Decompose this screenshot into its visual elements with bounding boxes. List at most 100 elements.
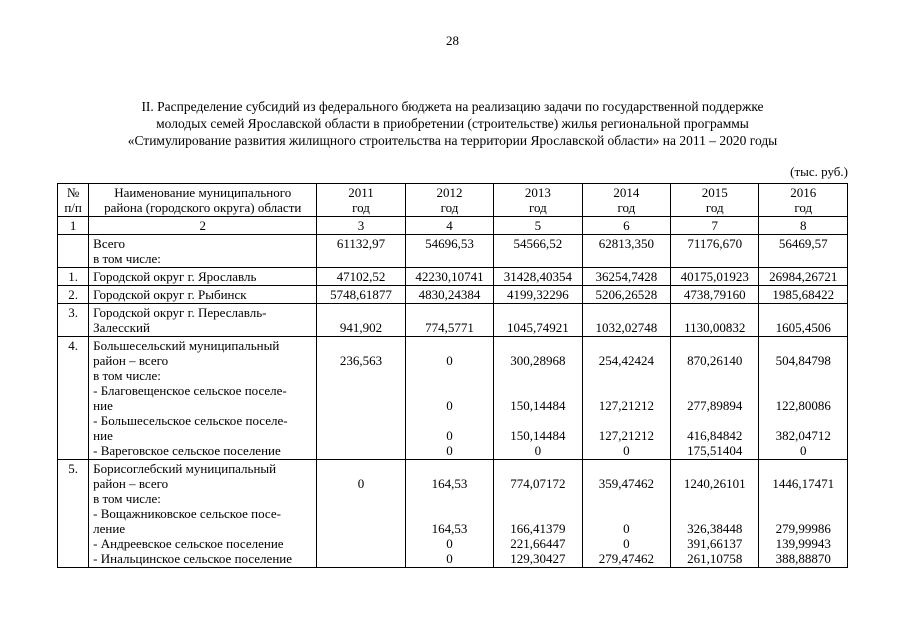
cell-line: ние (93, 428, 113, 443)
cell-line: 254,42424 (598, 353, 654, 368)
header-line: 2016 (790, 185, 817, 200)
cell-line (319, 491, 402, 506)
cell-line: 774,07172 (510, 476, 566, 491)
cell-line (496, 491, 579, 506)
cell-line: 2. (68, 287, 78, 302)
cell-line (496, 461, 579, 476)
cell-line (585, 305, 668, 320)
cell-line: 0 (446, 398, 453, 413)
cell-line: 62813,350 (598, 236, 654, 251)
cell-line (673, 413, 756, 428)
cell-line (319, 428, 402, 443)
table-body: Всего в том числе: 61132,97 54696,53 54566,5… (56, 234, 848, 568)
value-cell: 300,28968 150,14484 150,14484 0 (493, 336, 583, 460)
header-line: 2014 (613, 185, 640, 200)
table-row: 5. Борисоглебский муниципальный район – вс… (56, 459, 848, 568)
value-cell: 1032,02748 (581, 303, 672, 337)
cell-line (496, 383, 579, 398)
column-number-cell: 8 (758, 216, 848, 235)
column-number-cell: 6 (581, 216, 672, 235)
cell-line: 0 (623, 443, 630, 458)
cell-line: 47102,52 (336, 269, 386, 284)
cell-line (761, 461, 845, 476)
cell-line (673, 368, 756, 383)
value-cell: 1605,4506 (758, 303, 848, 337)
cell-line: 5748,61877 (330, 287, 392, 302)
cell-line (408, 338, 491, 353)
value-cell: 54696,53 (404, 234, 495, 268)
value-cell: 236,563 (316, 336, 406, 460)
cell-line: 0 (446, 353, 453, 368)
cell-line: - Вощажниковское сельское посе- (93, 506, 281, 521)
cell-line (761, 338, 845, 353)
cell-line: 1605,4506 (775, 320, 831, 335)
name-cell: Городской округ г. Ярославль (88, 267, 318, 286)
cell-line: 0 (446, 536, 453, 551)
cell-line: 71176,670 (687, 236, 743, 251)
cell-line (761, 368, 845, 383)
column-number-cell: 3 (316, 216, 406, 235)
cell-line: 40175,01923 (680, 269, 749, 284)
value-cell: 62813,350 (581, 234, 672, 268)
value-cell: 47102,52 (316, 267, 406, 286)
value-cell: 0 (316, 459, 406, 568)
cell-line: 1. (68, 269, 78, 284)
cell-line (496, 413, 579, 428)
subsidy-table: № п/п Наименование муниципального района (г… (56, 183, 848, 568)
header-row: № п/п Наименование муниципального района (г… (56, 183, 848, 217)
cell-line: 26984,26721 (769, 269, 838, 284)
cell-line (585, 413, 668, 428)
header-line: п/п (64, 200, 82, 215)
cell-line (673, 251, 756, 266)
cell-line: Залесский (93, 320, 150, 335)
value-cell: 1130,00832 (670, 303, 760, 337)
cell-line: 3. (68, 305, 78, 320)
cell-line: 150,14484 (510, 398, 566, 413)
cell-line (408, 251, 491, 266)
cell-line: 1446,17471 (772, 476, 835, 491)
cell-line: 1045,74921 (507, 320, 569, 335)
header-line: 2012 (436, 185, 463, 200)
value-cell: 36254,7428 (581, 267, 672, 286)
cell-line: 359,47462 (598, 476, 654, 491)
cell-line: Городской округ г. Переславль- (93, 305, 267, 320)
cell-line (408, 305, 491, 320)
cell-line (319, 251, 402, 266)
cell-line: Городской округ г. Ярославль (93, 269, 257, 284)
value-cell: 40175,01923 (670, 267, 760, 286)
value-cell: 42230,10741 (404, 267, 495, 286)
value-cell: 504,84798 122,80086 382,04712 0 (758, 336, 848, 460)
value-cell: 5206,26528 (581, 285, 672, 304)
cell-line: 1130,00832 (684, 320, 746, 335)
cell-line: 4199,32296 (507, 287, 569, 302)
value-cell: 4830,24384 (404, 285, 495, 304)
value-cell: 56469,57 (758, 234, 848, 268)
cell-line: 870,26140 (687, 353, 743, 368)
cell-line: 139,99943 (775, 536, 831, 551)
value-cell: 1446,17471 279,99986 139,99943 388,88870 (758, 459, 848, 568)
cell-line: 0 (534, 443, 542, 458)
cell-line: - Большесельское сельское поселе- (93, 413, 288, 428)
header-line: год (705, 200, 724, 215)
cell-line: 61132,97 (336, 236, 386, 251)
cell-line: 0 (799, 443, 807, 458)
header-line: 2011 (348, 185, 374, 200)
cell-line: 129,30427 (510, 551, 566, 566)
cell-line: - Андреевское сельское поселение (93, 536, 284, 551)
cell-line: - Вареговское сельское поселение (93, 443, 281, 458)
cell-line (585, 383, 668, 398)
table-row: 1. Городской округ г. Ярославль 47102,52 42… (56, 267, 848, 286)
cell-line: 774,5771 (425, 320, 474, 335)
header-name-col: Наименование муниципального района (город… (88, 183, 318, 217)
header-line: год (440, 200, 459, 215)
cell-line (408, 413, 491, 428)
cell-line: 382,04712 (775, 428, 831, 443)
cell-line: 0 (446, 551, 453, 566)
cell-line (408, 491, 491, 506)
header-line: год (529, 200, 547, 215)
cell-line: ние (93, 398, 113, 413)
cell-line (496, 506, 579, 521)
cell-line: 0 (357, 476, 365, 491)
cell-line (585, 368, 668, 383)
